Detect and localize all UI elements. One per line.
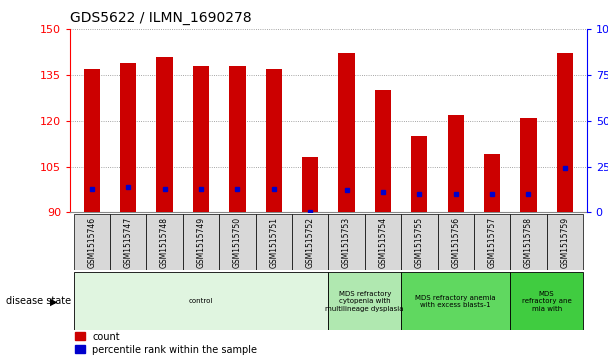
Text: GSM1515758: GSM1515758 (524, 217, 533, 268)
Bar (338, 53, 354, 212)
Bar (255, 214, 292, 270)
Bar (438, 214, 474, 270)
Text: disease state: disease state (6, 296, 71, 306)
Legend: count, percentile rank within the sample: count, percentile rank within the sample (75, 331, 257, 355)
Text: GSM1515759: GSM1515759 (561, 217, 569, 268)
Bar (557, 53, 573, 212)
Text: GSM1515752: GSM1515752 (306, 217, 314, 268)
Text: MDS refractory
cytopenia with
multilineage dysplasia: MDS refractory cytopenia with multilinea… (325, 291, 404, 312)
Bar (74, 214, 110, 270)
Text: GSM1515754: GSM1515754 (378, 217, 387, 268)
Bar (484, 154, 500, 212)
Bar (447, 115, 464, 212)
Bar (328, 214, 365, 270)
Text: GSM1515750: GSM1515750 (233, 217, 242, 268)
Bar (547, 214, 583, 270)
Bar (510, 214, 547, 270)
Text: ▶: ▶ (50, 296, 58, 306)
Bar (229, 66, 246, 212)
Text: GSM1515756: GSM1515756 (451, 217, 460, 268)
Text: GSM1515751: GSM1515751 (269, 217, 278, 268)
Bar (183, 214, 219, 270)
Bar (83, 69, 100, 212)
Bar (401, 272, 510, 330)
Bar (120, 63, 136, 212)
Bar (292, 214, 328, 270)
Bar (219, 214, 255, 270)
Text: GSM1515746: GSM1515746 (88, 217, 96, 268)
Bar (74, 272, 328, 330)
Text: GSM1515755: GSM1515755 (415, 217, 424, 268)
Text: GSM1515753: GSM1515753 (342, 217, 351, 268)
Bar (147, 214, 183, 270)
Bar (510, 272, 583, 330)
Bar (474, 214, 510, 270)
Bar (365, 214, 401, 270)
Bar (302, 158, 319, 212)
Text: control: control (188, 298, 213, 304)
Bar (401, 214, 438, 270)
Bar (520, 118, 537, 212)
Text: MDS
refractory ane
mia with: MDS refractory ane mia with (522, 291, 572, 312)
Bar (193, 66, 209, 212)
Bar (156, 57, 173, 212)
Text: GSM1515749: GSM1515749 (196, 217, 206, 268)
Text: GDS5622 / ILMN_1690278: GDS5622 / ILMN_1690278 (70, 11, 252, 25)
Text: MDS refractory anemia
with excess blasts-1: MDS refractory anemia with excess blasts… (415, 294, 496, 308)
Bar (266, 69, 282, 212)
Text: GSM1515748: GSM1515748 (160, 217, 169, 268)
Bar (375, 90, 391, 212)
Bar (411, 136, 427, 212)
Text: GSM1515747: GSM1515747 (123, 217, 133, 268)
Text: GSM1515757: GSM1515757 (488, 217, 497, 268)
Bar (110, 214, 147, 270)
Bar (328, 272, 401, 330)
